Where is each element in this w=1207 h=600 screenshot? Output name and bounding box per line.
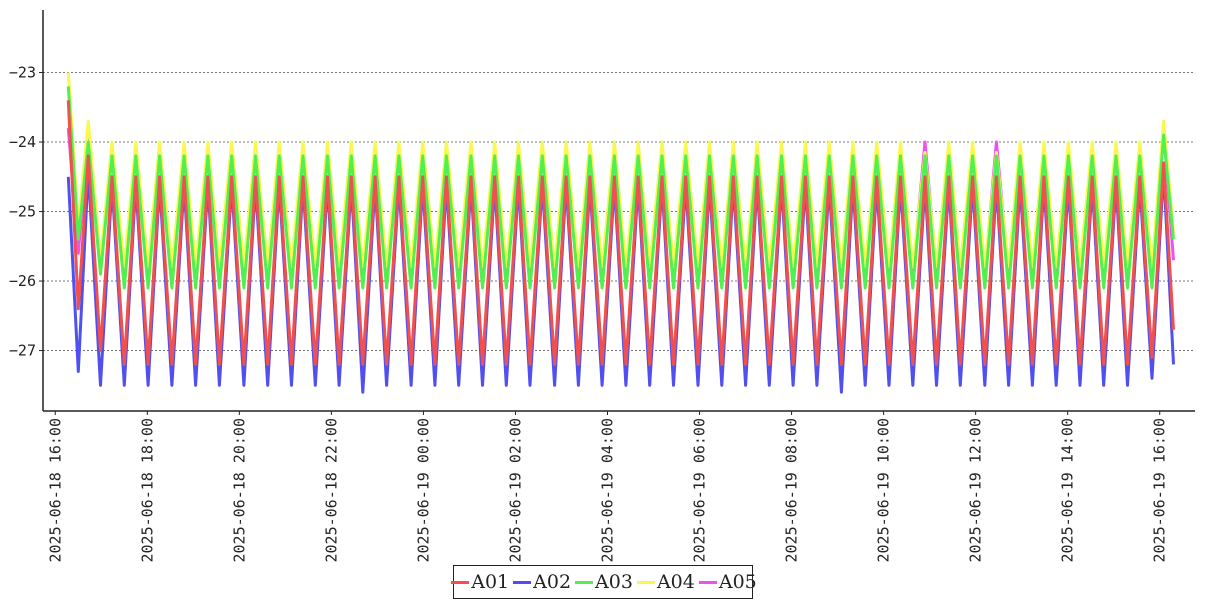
x-tick-label: 2025-06-18 20:00 [230, 418, 248, 563]
legend-label: A04 [656, 571, 695, 593]
legend-swatch [513, 580, 532, 584]
series-line-a03 [66, 86, 1175, 290]
legend-label: A02 [533, 571, 572, 593]
y-tick-label: −26 [9, 272, 36, 290]
legend-swatch [451, 580, 470, 584]
y-tick-label: −24 [9, 133, 36, 151]
series-line-a01 [66, 100, 1175, 366]
legend-item-a02: A02 [511, 571, 571, 593]
x-ticks: 2025-06-18 16:00 2025-06-18 18:00 2025-06-… [46, 411, 1169, 563]
legend-item-a03: A03 [573, 571, 633, 593]
x-tick-label: 2025-06-19 00:00 [414, 418, 432, 563]
x-tick-label: 2025-06-19 16:00 [1151, 418, 1169, 563]
legend-swatch [575, 580, 594, 584]
legend-swatch [698, 580, 717, 584]
legend: A01 A02 A03 A04 A05 [451, 565, 757, 599]
legend-label: A01 [471, 571, 510, 593]
legend-swatch [636, 580, 655, 584]
x-tick-label: 2025-06-19 12:00 [967, 418, 985, 563]
x-tick-label: 2025-06-19 04:00 [598, 418, 616, 563]
x-tick-label: 2025-06-18 18:00 [138, 418, 156, 563]
x-tick-label: 2025-06-19 14:00 [1059, 418, 1077, 563]
legend-item-a04: A04 [635, 571, 695, 593]
legend-item-a01: A01 [449, 571, 509, 593]
x-tick-label: 2025-06-19 10:00 [875, 418, 893, 563]
x-tick-label: 2025-06-19 06:00 [691, 418, 709, 563]
y-tick-label: −27 [9, 342, 36, 360]
x-tick-label: 2025-06-18 16:00 [46, 418, 64, 563]
x-tick-label: 2025-06-19 08:00 [783, 418, 801, 563]
legend-label: A05 [718, 571, 757, 593]
series-lines [66, 72, 1175, 394]
x-tick-label: 2025-06-19 02:00 [506, 418, 524, 563]
legend-item-a05: A05 [697, 571, 757, 593]
legend-label: A03 [595, 571, 633, 593]
y-tick-label: −23 [9, 64, 36, 82]
x-tick-label: 2025-06-18 22:00 [322, 418, 340, 563]
y-tick-label: −25 [9, 203, 36, 221]
y-ticks: −23 −24 −25 −26 −27 [9, 64, 43, 360]
